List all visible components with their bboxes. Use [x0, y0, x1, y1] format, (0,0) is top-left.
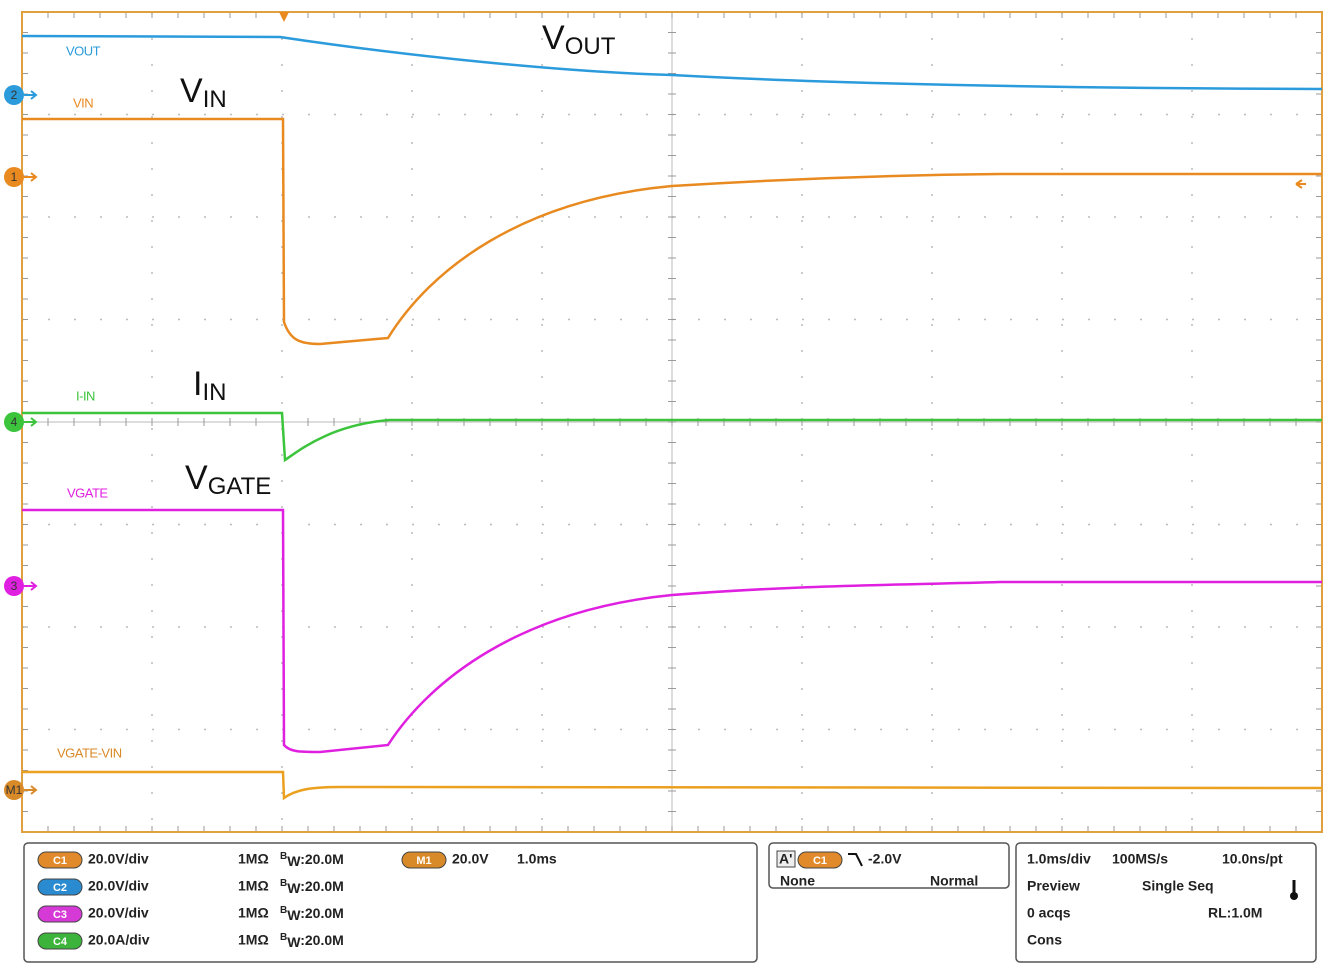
channel-impedance: 1MΩ — [238, 878, 269, 894]
acquisition-timebase: 1.0ms/div — [1027, 851, 1091, 867]
acquisition-panel — [1015, 842, 1317, 963]
math-scale: 20.0V — [452, 851, 489, 867]
annotation-main: V — [180, 72, 203, 110]
channel-marker — [4, 412, 24, 432]
annotation-sub: IN — [203, 86, 227, 113]
channel-scale: 20.0V/div — [88, 851, 149, 867]
acquisition-sample-rate: 100MS/s — [1112, 851, 1168, 867]
badge-label: C2 — [53, 882, 67, 894]
channel-impedance: 1MΩ — [238, 851, 269, 867]
badge-label: C4 — [53, 936, 68, 948]
badge — [797, 851, 843, 869]
marker-arrow — [24, 90, 38, 100]
marker-label: 4 — [11, 415, 18, 429]
marker-arrow — [24, 417, 38, 427]
bw-value: :20.0M — [300, 851, 344, 867]
trigger-mode: Normal — [930, 873, 978, 889]
trace-annotation: VOUT — [542, 19, 616, 60]
marker-arrow — [24, 172, 38, 182]
channel-impedance: 1MΩ — [238, 905, 269, 921]
channel-marker — [4, 85, 24, 105]
math-time: 1.0ms — [517, 851, 557, 867]
badge — [401, 851, 447, 869]
trace-label: VGATE-VIN — [57, 745, 122, 760]
acquisition-count: 0 acqs — [1027, 905, 1071, 921]
slope-icon — [848, 853, 863, 867]
trigger-coupling: None — [780, 873, 815, 889]
channel-bandwidth: BW:20.0M — [280, 851, 344, 869]
trigger-level-text: -2.0V — [868, 851, 902, 867]
acquisition-status: Cons — [1027, 932, 1062, 948]
badge — [37, 905, 83, 923]
channel-bandwidth: BW:20.0M — [280, 905, 344, 923]
vgate-trace — [22, 508, 1322, 754]
acquisition-resolution: 10.0ns/pt — [1222, 851, 1283, 867]
trace-annotation: VIN — [180, 72, 227, 113]
badge-label: C1 — [813, 855, 827, 867]
vin-trace — [22, 117, 1322, 346]
badge — [37, 878, 83, 896]
channel-marker — [4, 576, 24, 596]
channel-scale: 20.0V/div — [88, 905, 149, 921]
annotation-sub: GATE — [208, 473, 272, 500]
trigger-position — [279, 12, 289, 22]
annotation-main: V — [542, 19, 565, 57]
marker-label: M1 — [6, 783, 23, 797]
thermometer-bulb — [1290, 892, 1298, 900]
trigger-marker: A' — [779, 851, 792, 867]
bw-sub: W — [287, 853, 301, 869]
acquisition-run-mode: Single Seq — [1142, 878, 1214, 894]
badge-label: C1 — [53, 855, 67, 867]
vgate-vin-trace — [22, 770, 1323, 801]
bw-prefix: B — [280, 932, 287, 943]
annotation-main: V — [185, 459, 208, 497]
iin-trace — [22, 411, 1322, 463]
marker-arrow — [24, 581, 38, 591]
bw-prefix: B — [280, 851, 287, 862]
badge-label: M1 — [416, 855, 431, 867]
channel-scale: 20.0A/div — [88, 932, 150, 948]
bw-sub: W — [287, 934, 301, 950]
trigger-level — [1295, 179, 1306, 189]
marker-label: 1 — [11, 170, 18, 184]
trace-annotation: VGATE — [185, 459, 271, 500]
annotation-sub: OUT — [565, 33, 616, 60]
channel-impedance: 1MΩ — [238, 932, 269, 948]
bw-sub: W — [287, 907, 301, 923]
bw-value: :20.0M — [300, 932, 344, 948]
bw-value: :20.0M — [300, 878, 344, 894]
trace-annotation: IIN — [193, 365, 226, 406]
acquisition-record-length: RL:1.0M — [1208, 905, 1262, 921]
bw-sub: W — [287, 880, 301, 896]
trigger-panel — [768, 842, 1010, 889]
trace-label: VGATE — [67, 485, 108, 500]
channel-scale: 20.0V/div — [88, 878, 149, 894]
badge-label: C3 — [53, 909, 67, 921]
channel-bandwidth: BW:20.0M — [280, 932, 344, 950]
marker-arrow — [24, 785, 38, 795]
channel-marker — [4, 167, 24, 187]
trigger-marker-box — [776, 850, 796, 868]
channel-marker — [4, 780, 24, 800]
channel-bandwidth: BW:20.0M — [280, 878, 344, 896]
trace-label: VIN — [73, 95, 93, 110]
channel-panel — [23, 842, 758, 963]
bw-prefix: B — [280, 905, 287, 916]
badge — [37, 932, 83, 950]
trace-label: VOUT — [66, 43, 101, 58]
badge — [37, 851, 83, 869]
marker-label: 3 — [11, 579, 18, 593]
vout-trace — [21, 34, 1323, 91]
acquisition-state: Preview — [1027, 878, 1080, 894]
annotation-main: I — [193, 365, 202, 403]
marker-label: 2 — [11, 88, 18, 102]
bw-prefix: B — [280, 878, 287, 889]
bw-value: :20.0M — [300, 905, 344, 921]
annotation-sub: IN — [202, 379, 226, 406]
trace-label: I-IN — [76, 388, 95, 403]
